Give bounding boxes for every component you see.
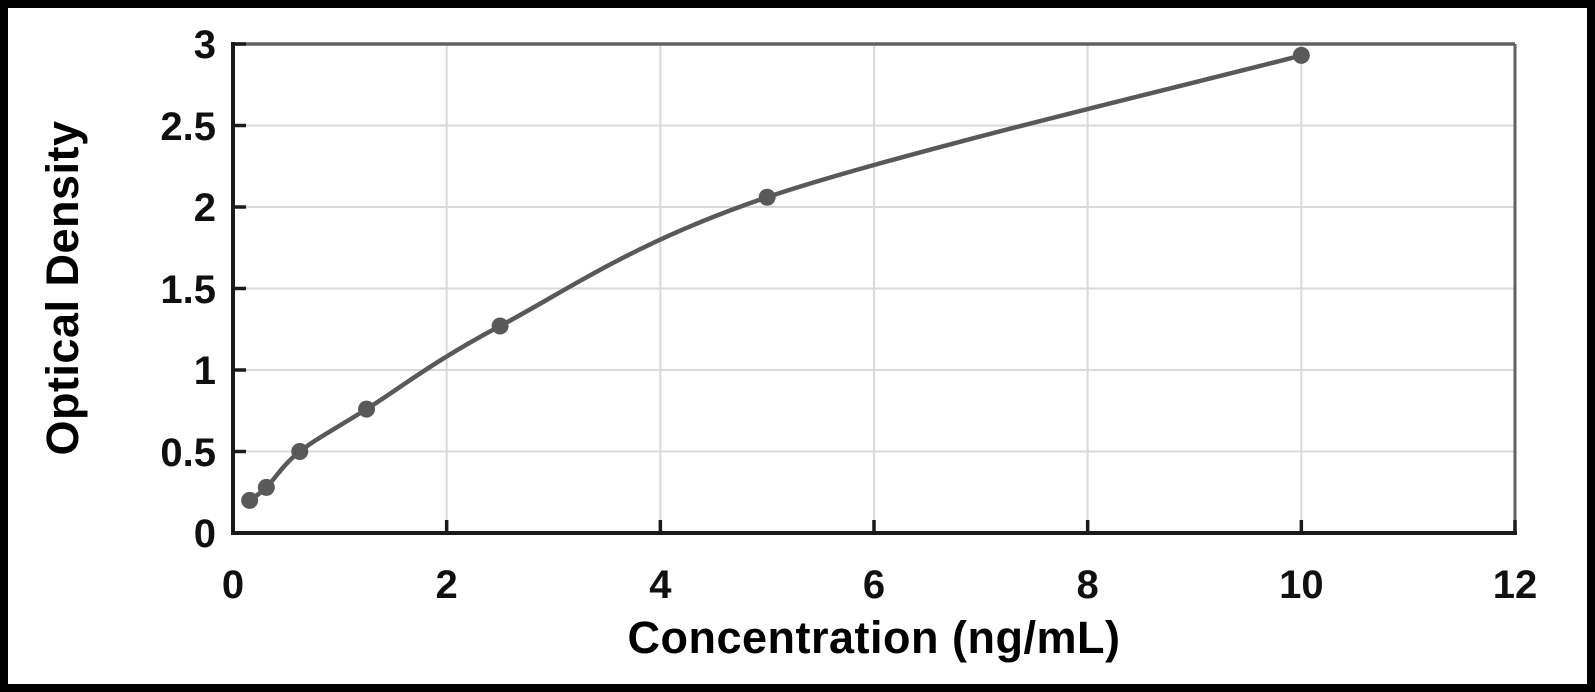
y-tick-label: 1.5	[160, 267, 216, 312]
y-tick-label: 0	[193, 512, 216, 556]
x-tick-label: 4	[649, 563, 672, 607]
x-tick-label: 6	[862, 563, 886, 607]
x-tick-label: 2	[435, 563, 458, 607]
y-tick-label: 2.5	[160, 104, 216, 149]
data-point-marker	[241, 491, 259, 509]
axis-ticks	[231, 42, 1517, 535]
x-axis-title: Concentration (ng/mL)	[627, 612, 1121, 663]
y-tick-label: 1	[193, 349, 216, 393]
y-axis-title: Optical Density	[37, 120, 88, 456]
x-tick-label: 0	[221, 563, 245, 607]
x-tick-label: 10	[1279, 563, 1324, 607]
x-tick-label: 12	[1492, 563, 1538, 607]
data-point-marker	[491, 317, 509, 335]
data-point-marker	[358, 400, 376, 418]
gridlines	[233, 44, 1515, 533]
y-tick-label: 2	[193, 186, 216, 230]
data-point-marker	[257, 478, 275, 496]
x-tick-label: 8	[1076, 563, 1099, 607]
series-markers	[241, 46, 1310, 509]
data-point-marker	[291, 443, 309, 460]
plot-border	[233, 42, 1517, 533]
chart-canvas	[8, 8, 1587, 684]
series-curve	[247, 53, 1304, 503]
data-point-marker	[758, 188, 776, 206]
data-point-marker	[1292, 46, 1310, 64]
y-tick-label: 0.5	[160, 430, 216, 475]
standard-curve-line	[247, 53, 1304, 503]
y-tick-label: 3	[193, 23, 216, 67]
